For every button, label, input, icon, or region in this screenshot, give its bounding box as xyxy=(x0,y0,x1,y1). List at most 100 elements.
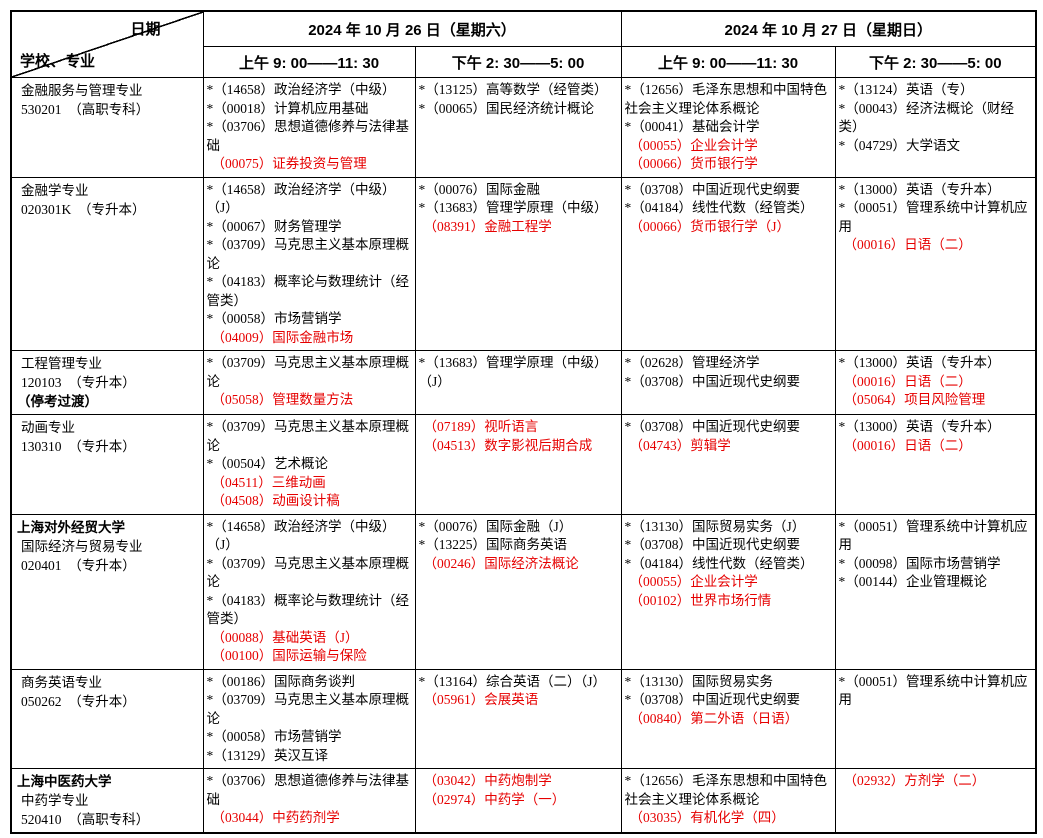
session-cell: *（12656）毛泽东思想和中国特色社会主义理论体系概论 （03035）有机化学（… xyxy=(620,768,836,834)
session-cell: （03042）中药炮制学 （02974）中药学（一） xyxy=(414,768,622,834)
session-cell: （02932）方剂学（二） xyxy=(834,768,1037,834)
exam-schedule-table: 日期 学校、专业 2024 年 10 月 26 日（星期六） 2024 年 10… xyxy=(10,10,1038,834)
table-row: 动画专业 130310 （专升本） *（03709）马克思主义基本原理概论 *（005… xyxy=(10,414,1037,515)
time-header-sun-am: 上午 9: 00——11: 30 xyxy=(620,46,836,78)
course-item: *（13000）英语（专升本） xyxy=(838,181,1001,197)
time-header-sat-pm: 下午 2: 30——5: 00 xyxy=(414,46,622,78)
date-header-oct27: 2024 年 10 月 27 日（星期日） xyxy=(620,10,1037,47)
school-major-cell: 金融服务与管理专业 530201 （高职专科） xyxy=(10,77,204,178)
course-item: *（00504）艺术概论 xyxy=(206,456,329,471)
major-line: 金融服务与管理专业 xyxy=(21,83,143,98)
course-item: （00016）日语（二） xyxy=(843,237,972,252)
course-item: *（12656）毛泽东思想和中国特色社会主义理论体系概论 xyxy=(624,773,828,807)
course-item: （02932）方剂学（二） xyxy=(843,773,986,788)
course-item: *（00144）企业管理概论 xyxy=(838,574,988,589)
course-item: *（00076）国际金融（J） xyxy=(418,518,573,534)
major-line: 020401 （专升本） xyxy=(21,557,136,573)
table-row: 金融服务与管理专业 530201 （高职专科） *（14658）政治经济学（中级） *… xyxy=(10,77,1037,178)
school-major-cell: 上海中医药大学 中药学专业 520410 （高职专科） xyxy=(10,768,204,834)
session-cell: *（03709）马克思主义基本原理概论 *（00504）艺术概论 （04511）三维… xyxy=(202,414,416,515)
schedule-table-body: 金融服务与管理专业 530201 （高职专科） *（14658）政治经济学（中级） *… xyxy=(10,77,1037,834)
session-cell: *（13000）英语（专升本） （00016）日语（二） （05064）项目风险管理 xyxy=(834,350,1037,415)
session-cell: *（00076）国际金融（J） *（13225）国际商务英语 （00246）国际经济… xyxy=(414,513,622,670)
course-item: *（03709）马克思主义基本原理概论 xyxy=(206,419,410,453)
course-item: *（13000）英语（专升本） xyxy=(838,419,1001,434)
course-item: *（04729）大学语文 xyxy=(838,137,961,153)
course-item: （00016）日语（二） xyxy=(843,373,972,389)
course-item: *（00051）管理系统中计算机应用 xyxy=(838,518,1028,553)
course-item: （00016）日语（二） xyxy=(843,437,972,453)
course-item: （00102）世界市场行情 xyxy=(629,592,772,608)
course-item: （08391）金融工程学 xyxy=(423,218,552,234)
course-item: *（03709）马克思主义基本原理概论 xyxy=(206,692,410,726)
major-line: 国际经济与贸易专业 xyxy=(21,538,143,554)
major-line: 中药学专业 xyxy=(21,793,89,808)
course-item: *（13124）英语（专） xyxy=(838,82,974,97)
course-item: *（13683）管理学原理（中级） xyxy=(418,200,608,215)
session-cell: *（03708）中国近现代史纲要 （04743）剪辑学 xyxy=(620,414,836,515)
table-row: 上海中医药大学 中药学专业 520410 （高职专科） *（03706）思想道德修养与… xyxy=(10,768,1037,834)
major-line: 金融学专业 xyxy=(21,182,89,198)
course-item: （00246）国际经济法概论 xyxy=(423,555,579,571)
course-item: （05064）项目风险管理 xyxy=(843,392,986,407)
corner-label-school-major: 学校、专业 xyxy=(20,53,96,70)
major-line: 050262 （专升本） xyxy=(21,693,136,709)
major-line: 130310 （专升本） xyxy=(21,439,136,454)
school-major-cell: 商务英语专业 050262 （专升本） xyxy=(10,668,204,769)
course-item: *（03708）中国近现代史纲要 xyxy=(624,692,801,707)
session-cell: *（13000）英语（专升本） *（00051）管理系统中计算机应用 （00016）… xyxy=(834,176,1037,351)
course-item: *（04183）概率论与数理统计（经管类） xyxy=(206,592,410,627)
course-item: （00100）国际运输与保险 xyxy=(211,648,367,663)
major-line: 工程管理专业 xyxy=(21,356,102,371)
school-major-cell: 工程管理专业 120103 （专升本） （停考过渡） xyxy=(10,350,204,415)
course-item: （03044）中药药剂学 xyxy=(211,810,340,825)
header-date-row: 日期 学校、专业 2024 年 10 月 26 日（星期六） 2024 年 10… xyxy=(10,10,1037,78)
school-name: 上海对外经贸大学 xyxy=(17,519,125,535)
school-major-cell: 金融学专业 020301K （专升本） xyxy=(10,176,204,351)
course-item: （04743）剪辑学 xyxy=(629,437,731,453)
session-cell: *（13130）国际贸易实务（J） *（03708）中国近现代史纲要 *（04184… xyxy=(620,513,836,670)
major-line: 020301K （专升本） xyxy=(21,201,146,217)
course-item: （04511）三维动画 xyxy=(211,474,326,490)
course-item: *（00041）基础会计学 xyxy=(624,119,760,134)
session-cell: *（00186）国际商务谈判 *（03709）马克思主义基本原理概论 *（00058… xyxy=(202,668,416,769)
table-row: 金融学专业 020301K （专升本） *（14658）政治经济学（中级）（J） *（… xyxy=(10,176,1037,351)
course-item: *（13130）国际贸易实务 xyxy=(624,673,774,689)
course-item: *（13125）高等数学（经管类） xyxy=(418,82,608,97)
header-time-row: 上午 9: 00——11: 30 下午 2: 30——5: 00 上午 9: 0… xyxy=(11,46,1037,78)
course-item: *（13225）国际商务英语 xyxy=(418,537,568,552)
course-item: （04508）动画设计稿 xyxy=(211,493,340,508)
course-item: *（14658）政治经济学（中级）（J） xyxy=(206,518,396,553)
course-item: *（00186）国际商务谈判 xyxy=(206,673,356,689)
major-line: 商务英语专业 xyxy=(21,674,102,690)
session-cell: *（00051）管理系统中计算机应用 *（00098）国际市场营销学 *（00144… xyxy=(834,513,1037,670)
date-header-oct26: 2024 年 10 月 26 日（星期六） xyxy=(202,10,622,47)
session-cell: *（13124）英语（专） *（00043）经济法概论（财经类） *（04729）大… xyxy=(834,77,1037,178)
course-item: （03042）中药炮制学 xyxy=(423,773,552,788)
course-item: *（03709）马克思主义基本原理概论 xyxy=(206,355,410,389)
course-item: *（00051）管理系统中计算机应用 xyxy=(838,200,1028,234)
major-line: 120103 （专升本） xyxy=(21,375,136,390)
course-item: （00055）企业会计学 xyxy=(629,574,758,589)
course-item: *（03706）思想道德修养与法律基础 xyxy=(206,773,410,807)
course-item: *（03708）中国近现代史纲要 xyxy=(624,419,801,434)
course-item: （02974）中药学（一） xyxy=(423,791,566,807)
course-item: *（13683）管理学原理（中级）（J） xyxy=(418,355,608,389)
session-cell: *（14658）政治经济学（中级） *（00018）计算机应用基础 *（03706）… xyxy=(202,77,416,178)
course-item: *（13000）英语（专升本） xyxy=(838,355,1001,370)
session-cell: *（13164）综合英语（二）（J） （05961）会展英语 xyxy=(414,668,622,769)
course-item: *（03706）思想道德修养与法律基础 xyxy=(206,119,410,153)
course-item: （00088）基础英语（J） xyxy=(211,629,359,645)
course-item: *（13164）综合英语（二）（J） xyxy=(418,673,607,689)
course-item: （00075）证券投资与管理 xyxy=(211,156,367,171)
course-item: *（03709）马克思主义基本原理概论 xyxy=(206,555,410,590)
course-item: （04009）国际金融市场 xyxy=(211,329,354,345)
course-item: *（00076）国际金融 xyxy=(418,181,541,197)
course-item: *（03708）中国近现代史纲要 xyxy=(624,373,801,389)
course-item: （00840）第二外语（日语） xyxy=(629,710,799,726)
school-name: （停考过渡） xyxy=(17,394,98,409)
course-item: （00055）企业会计学 xyxy=(629,137,758,153)
course-item: *（00043）经济法概论（财经类） xyxy=(838,100,1015,135)
course-item: （05058）管理数量方法 xyxy=(211,392,354,407)
course-item: *（03709）马克思主义基本原理概论 xyxy=(206,237,410,271)
